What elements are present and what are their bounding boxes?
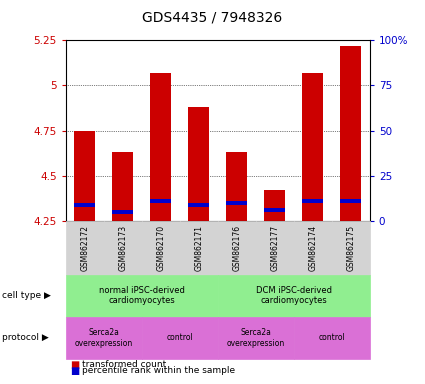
Bar <box>340 46 361 221</box>
Text: GSM862177: GSM862177 <box>270 225 279 271</box>
Text: ■: ■ <box>70 366 79 376</box>
Text: GDS4435 / 7948326: GDS4435 / 7948326 <box>142 10 283 24</box>
Text: control: control <box>318 333 345 343</box>
Text: GSM862172: GSM862172 <box>80 225 89 271</box>
Bar <box>112 210 133 214</box>
Text: GSM862171: GSM862171 <box>194 225 203 271</box>
Text: GSM862174: GSM862174 <box>308 225 317 271</box>
Text: normal iPSC-derived
cardiomyocytes: normal iPSC-derived cardiomyocytes <box>99 286 185 305</box>
Text: GSM862173: GSM862173 <box>118 225 127 271</box>
Text: protocol ▶: protocol ▶ <box>2 333 49 343</box>
Bar <box>302 73 323 221</box>
Bar <box>74 203 95 207</box>
Text: control: control <box>167 333 193 343</box>
Text: ■: ■ <box>70 360 79 370</box>
Bar <box>340 199 361 203</box>
Text: GSM862170: GSM862170 <box>156 225 165 271</box>
Bar <box>227 152 247 221</box>
Bar <box>74 131 95 221</box>
Bar <box>112 152 133 221</box>
Bar <box>302 199 323 203</box>
Text: percentile rank within the sample: percentile rank within the sample <box>82 366 235 376</box>
Text: cell type ▶: cell type ▶ <box>2 291 51 300</box>
Bar <box>188 203 209 207</box>
Bar <box>264 190 285 221</box>
Bar <box>264 208 285 212</box>
Bar <box>150 199 171 203</box>
Text: Serca2a
overexpression: Serca2a overexpression <box>75 328 133 348</box>
Text: Serca2a
overexpression: Serca2a overexpression <box>227 328 285 348</box>
Bar <box>150 73 171 221</box>
Text: GSM862175: GSM862175 <box>346 225 355 271</box>
Text: DCM iPSC-derived
cardiomyocytes: DCM iPSC-derived cardiomyocytes <box>256 286 332 305</box>
Text: transformed count: transformed count <box>82 360 166 369</box>
Bar <box>188 107 209 221</box>
Bar <box>227 201 247 205</box>
Text: GSM862176: GSM862176 <box>232 225 241 271</box>
